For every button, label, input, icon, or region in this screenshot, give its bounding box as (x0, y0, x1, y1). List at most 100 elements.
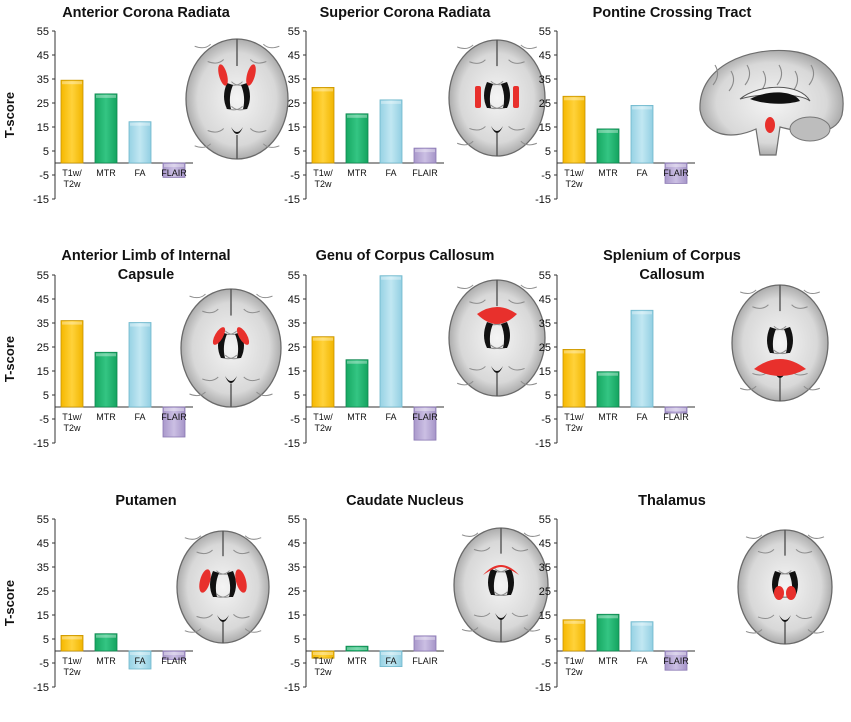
bar-highlight (164, 652, 184, 655)
category-label: T2w (565, 667, 583, 677)
y-tick-label: 45 (288, 538, 300, 550)
category-label: FLAIR (161, 656, 187, 666)
y-tick-label: 35 (539, 562, 551, 574)
panel-title: Superior Corona Radiata (320, 5, 492, 21)
y-tick-label: 15 (288, 610, 300, 622)
brain-image-sagittal-pons (699, 49, 844, 156)
panel-title: Anterior Corona Radiata (62, 5, 231, 21)
y-tick-label: 5 (545, 390, 551, 402)
panel-9: Thalamus 55 45 35 25 15 5 -5 -15 T1w/T2w MTR FA FLAI… (535, 493, 833, 694)
bar-fa (128, 322, 152, 408)
bar-highlight (632, 106, 652, 110)
y-tick-label: 15 (37, 122, 49, 134)
bar-mtr (345, 645, 369, 652)
bar-t1w-t2w (60, 79, 84, 164)
category-label: T1w/ (564, 656, 584, 666)
y-tick-label: 15 (288, 122, 300, 134)
y-tick-label: -15 (33, 194, 49, 206)
bar-t1w-t2w (60, 635, 84, 652)
bar-flair (162, 162, 186, 178)
y-tick-label: 45 (37, 538, 49, 550)
bar-highlight (130, 122, 150, 126)
y-tick-label: -5 (290, 170, 300, 182)
bar-flair (413, 406, 437, 441)
y-tick-label: 5 (43, 634, 49, 646)
category-label: MTR (96, 656, 116, 666)
bar-highlight (632, 311, 652, 315)
bar-mtr (94, 351, 118, 408)
y-tick-label: -15 (535, 682, 551, 694)
bar-highlight (164, 164, 184, 167)
bar-highlight (564, 620, 584, 624)
bar-fa (379, 275, 403, 408)
y-tick-label: 45 (37, 50, 49, 62)
y-tick-label: 45 (539, 294, 551, 306)
y-tick-label: 35 (37, 318, 49, 330)
bar-t1w-t2w (562, 95, 586, 164)
bar-highlight (381, 276, 401, 280)
bar-mtr (94, 633, 118, 652)
y-tick-label: -15 (535, 194, 551, 206)
y-tick-label: -5 (290, 414, 300, 426)
y-tick-label: -5 (39, 414, 49, 426)
category-label: MTR (96, 412, 116, 422)
category-label: FLAIR (663, 168, 689, 178)
category-label: FA (134, 168, 145, 178)
category-label: T2w (565, 423, 583, 433)
panel-title: Caudate Nucleus (346, 493, 464, 509)
brain-image-axial-putamen (176, 530, 270, 644)
bar-t1w-t2w (60, 320, 84, 408)
y-tick-label: 45 (37, 294, 49, 306)
bar-highlight (381, 652, 401, 655)
y-tick-label: 35 (288, 74, 300, 86)
bar-highlight (598, 372, 618, 376)
y-tick-label: 45 (288, 294, 300, 306)
y-tick-label: -5 (541, 170, 551, 182)
brain-image-axial-thalamus (737, 529, 833, 645)
bar-fa (128, 121, 152, 164)
bar-t1w-t2w (562, 619, 586, 652)
bar-highlight (164, 408, 184, 411)
y-tick-label: 35 (37, 562, 49, 574)
category-label: T2w (63, 179, 81, 189)
bar-highlight (347, 114, 367, 118)
bar-highlight (347, 647, 367, 650)
category-label: FA (385, 168, 396, 178)
y-tick-label: -5 (290, 658, 300, 670)
bar-mtr (596, 128, 620, 164)
y-tick-label: 55 (539, 26, 551, 38)
bar-highlight (666, 408, 686, 411)
y-tick-label: 45 (539, 50, 551, 62)
category-label: T1w/ (62, 656, 82, 666)
y-tick-label: 55 (37, 270, 49, 282)
y-tick-label: 15 (37, 366, 49, 378)
y-tick-label: -5 (39, 170, 49, 182)
panel-8: Caudate Nucleus 55 45 35 25 15 5 -5 -15 T1w/T2w MT… (284, 493, 549, 694)
bar-t1w-t2w (311, 650, 335, 659)
brain-image-axial-corona-superior (448, 39, 546, 157)
category-label: MTR (347, 656, 367, 666)
y-tick-label: 25 (288, 586, 300, 598)
category-label: FA (636, 168, 647, 178)
category-label: T1w/ (62, 168, 82, 178)
bar-flair (413, 147, 437, 164)
category-label: T1w/ (313, 168, 333, 178)
category-label: T1w/ (313, 656, 333, 666)
category-label: MTR (347, 412, 367, 422)
y-tick-label: 25 (37, 342, 49, 354)
y-tick-label: 5 (294, 146, 300, 158)
y-tick-label: 15 (539, 366, 551, 378)
panel-title: Splenium of Corpus (603, 248, 741, 264)
bar-highlight (598, 129, 618, 133)
y-tick-label: 35 (539, 318, 551, 330)
y-tick-label: 25 (288, 98, 300, 110)
y-axis-label: T-score (2, 92, 17, 138)
y-tick-label: 25 (37, 98, 49, 110)
category-label: T2w (63, 667, 81, 677)
bar-flair (664, 650, 688, 671)
panel-6: Splenium of Corpus Callosum 55 45 35 25 15 5 -5 -… (535, 248, 829, 450)
category-label: T1w/ (564, 168, 584, 178)
y-tick-label: 5 (294, 390, 300, 402)
bar-highlight (666, 652, 686, 655)
bar-mtr (596, 613, 620, 652)
